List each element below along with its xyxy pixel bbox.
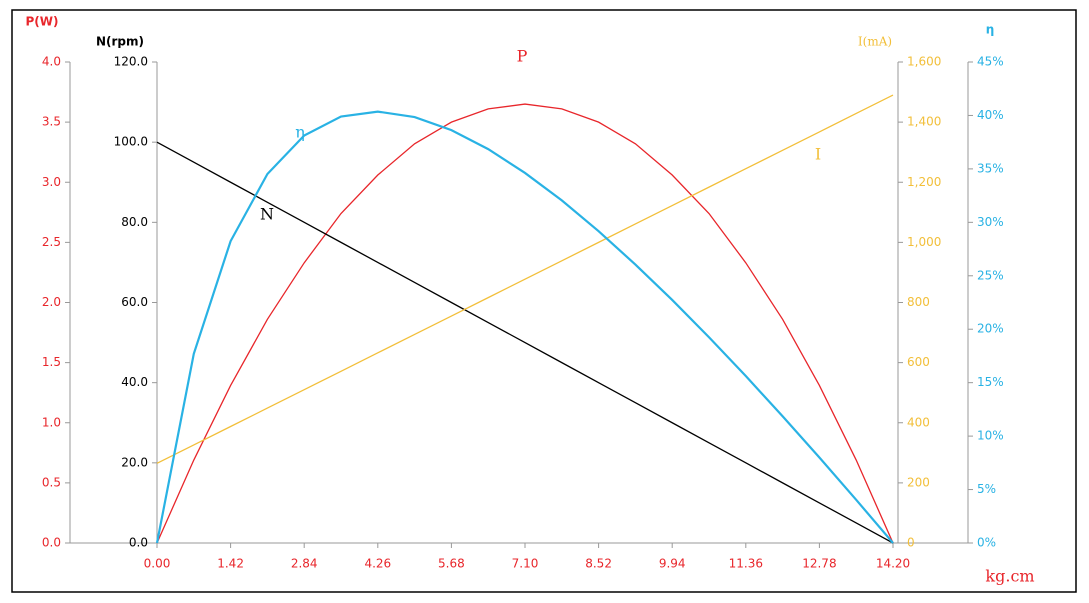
y-tick-label: 80.0: [121, 215, 148, 229]
y-axis-title: N(rpm): [96, 35, 144, 49]
x-axis-label: kg.cm: [985, 567, 1034, 586]
y-tick-label: 5%: [977, 482, 996, 496]
x-tick-label: 12.78: [802, 557, 836, 571]
series-line: [155, 110, 894, 544]
y-tick-label: 120.0: [114, 55, 148, 69]
y-tick-label: 20.0: [121, 455, 148, 469]
x-tick-label: 8.52: [585, 557, 612, 571]
y-tick-label: 3.0: [42, 175, 61, 189]
y-tick-label: 30%: [977, 215, 1004, 229]
x-tick-label: 14.20: [876, 557, 910, 571]
y-axis-title: P(W): [26, 15, 59, 29]
y-tick-label: 800: [907, 295, 930, 309]
y-tick-label: 45%: [977, 55, 1004, 69]
curve-label: η: [295, 123, 305, 142]
y-tick-label: 4.0: [42, 55, 61, 69]
y-tick-label: 25%: [977, 268, 1004, 282]
curve-label: N: [260, 205, 274, 224]
y-tick-label: 0.0: [129, 536, 148, 550]
series-line: [156, 103, 894, 544]
y-tick-label: 20%: [977, 322, 1004, 336]
x-tick-label: 4.26: [364, 557, 391, 571]
y-tick-label: 0%: [977, 536, 996, 550]
y-tick-label: 0: [907, 536, 915, 550]
series-line: [156, 94, 894, 464]
curve-label: I: [815, 145, 821, 164]
y-tick-label: 10%: [977, 429, 1004, 443]
series-line: [156, 141, 894, 544]
y-tick-label: 40.0: [121, 375, 148, 389]
y-tick-label: 0.0: [42, 536, 61, 550]
y-tick-label: 35%: [977, 161, 1004, 175]
y-tick-label: 2.0: [42, 295, 61, 309]
y-tick-label: 600: [907, 355, 930, 369]
y-tick-label: 3.5: [42, 115, 61, 129]
y-tick-label: 1,000: [907, 235, 941, 249]
y-tick-label: 1.0: [42, 415, 61, 429]
x-tick-label: 2.84: [291, 557, 318, 571]
y-tick-label: 40%: [977, 108, 1004, 122]
x-tick-label: 1.42: [217, 557, 244, 571]
y-axis-title: η: [986, 23, 995, 37]
y-axis-title: I(mA): [858, 35, 892, 49]
x-tick-label: 7.10: [512, 557, 539, 571]
x-tick-label: 5.68: [438, 557, 465, 571]
x-tick-label: 9.94: [659, 557, 686, 571]
x-tick-label: 0.00: [144, 557, 171, 571]
y-tick-label: 1,400: [907, 115, 941, 129]
y-tick-label: 400: [907, 415, 930, 429]
y-tick-label: 1,200: [907, 175, 941, 189]
y-tick-label: 0.5: [42, 475, 61, 489]
y-tick-label: 1,600: [907, 55, 941, 69]
y-tick-label: 1.5: [42, 355, 61, 369]
y-tick-label: 100.0: [114, 135, 148, 149]
y-tick-label: 2.5: [42, 235, 61, 249]
y-tick-label: 15%: [977, 375, 1004, 389]
curve-label: P: [517, 47, 528, 66]
x-tick-label: 11.36: [729, 557, 763, 571]
y-tick-label: 200: [907, 475, 930, 489]
y-tick-label: 60.0: [121, 295, 148, 309]
